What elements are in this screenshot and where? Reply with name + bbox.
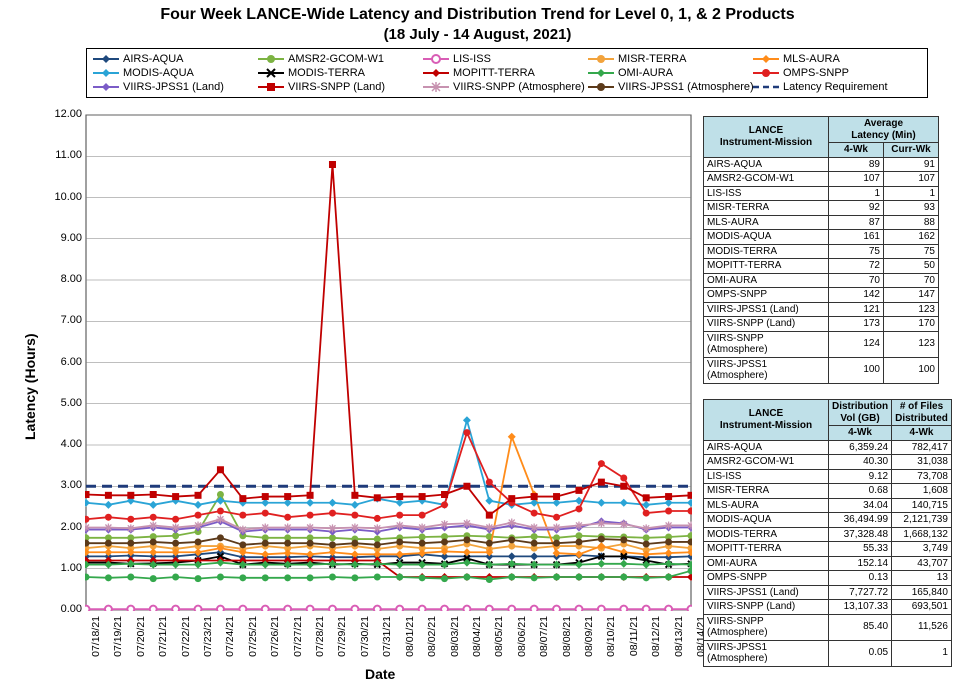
x-tick: 07/26/21: [269, 616, 281, 676]
table-row: MISR-TERRA9293: [704, 201, 939, 216]
x-tick: 08/10/21: [605, 616, 617, 676]
table-row: VIIRS-JPSS1 (Atmosphere)100100: [704, 357, 939, 383]
table-row: LIS-ISS11: [704, 186, 939, 201]
x-tick: 08/07/21: [538, 616, 550, 676]
x-tick: 08/04/21: [471, 616, 483, 676]
legend-item-vj-atm: VIIRS-JPSS1 (Atmosphere): [588, 80, 753, 94]
table-row: VIIRS-SNPP (Land)173170: [704, 317, 939, 332]
y-tick: 1.00: [61, 562, 82, 574]
x-tick: 08/08/21: [561, 616, 573, 676]
x-tick: 08/01/21: [404, 616, 416, 676]
x-tick: 07/27/21: [292, 616, 304, 676]
legend-item-vj-land: VIIRS-JPSS1 (Land): [93, 80, 258, 94]
table-row: VIIRS-SNPP (Land)13,107.33693,501: [704, 600, 952, 615]
y-tick: 2.00: [61, 521, 82, 533]
table-row: LIS-ISS9.1273,708: [704, 469, 952, 484]
table-row: VIIRS-JPSS1 (Land)7,727.72165,840: [704, 585, 952, 600]
table-row: VIIRS-JPSS1 (Land)121123: [704, 302, 939, 317]
y-tick: 8.00: [61, 273, 82, 285]
table-row: MODIS-TERRA37,328.481,668,132: [704, 527, 952, 542]
legend-item-mls: MLS-AURA: [753, 52, 918, 66]
legend-item-mopitt: MOPITT-TERRA: [423, 66, 588, 80]
table-row: VIIRS-JPSS1 (Atmosphere)0.051: [704, 640, 952, 666]
chart-legend: AIRS-AQUAAMSR2-GCOM-W1LIS-ISSMISR-TERRAM…: [86, 48, 928, 98]
x-tick: 08/03/21: [449, 616, 461, 676]
x-tick: 08/11/21: [628, 616, 640, 676]
x-tick: 07/24/21: [224, 616, 236, 676]
x-tick: 07/31/21: [381, 616, 393, 676]
y-tick: 6.00: [61, 356, 82, 368]
x-tick: 07/25/21: [247, 616, 259, 676]
table-row: MODIS-TERRA7575: [704, 244, 939, 259]
legend-item-airs-aqua: AIRS-AQUA: [93, 52, 258, 66]
table-row: VIIRS-SNPP (Atmosphere)85.4011,526: [704, 614, 952, 640]
table-row: MODIS-AQUA161162: [704, 230, 939, 245]
table-row: OMPS-SNPP142147: [704, 288, 939, 303]
y-tick: 3.00: [61, 479, 82, 491]
legend-item-omps: OMPS-SNPP: [753, 66, 918, 80]
table-row: OMI-AURA152.1443,707: [704, 556, 952, 571]
legend-item-modis-terra: MODIS-TERRA: [258, 66, 423, 80]
y-tick: 0.00: [61, 603, 82, 615]
x-tick: 07/30/21: [359, 616, 371, 676]
x-tick: 07/28/21: [314, 616, 326, 676]
y-tick: 9.00: [61, 232, 82, 244]
table-row: MLS-AURA8788: [704, 215, 939, 230]
table-row: AMSR2-GCOM-W1107107: [704, 172, 939, 187]
table-row: OMPS-SNPP0.1313: [704, 571, 952, 586]
y-tick: 10.00: [54, 191, 82, 203]
latency-table: LANCEInstrument-MissionAverageLatency (M…: [703, 116, 939, 384]
x-tick: 08/12/21: [650, 616, 662, 676]
table-row: MOPITT-TERRA55.333,749: [704, 542, 952, 557]
legend-item-vsn-atm: VIIRS-SNPP (Atmosphere): [423, 80, 588, 94]
y-axis-label: Latency (Hours): [22, 333, 38, 440]
x-tick: 07/23/21: [202, 616, 214, 676]
legend-item-vsn-land: VIIRS-SNPP (Land): [258, 80, 423, 94]
x-tick: 08/09/21: [583, 616, 595, 676]
x-tick: 08/02/21: [426, 616, 438, 676]
legend-item-misr: MISR-TERRA: [588, 52, 753, 66]
x-tick: 08/13/21: [673, 616, 685, 676]
y-tick: 7.00: [61, 314, 82, 326]
table-row: MISR-TERRA0.681,608: [704, 484, 952, 499]
x-tick: 08/06/21: [516, 616, 528, 676]
table-row: MODIS-AQUA36,494.992,121,739: [704, 513, 952, 528]
distribution-table: LANCEInstrument-MissionDistributionVol (…: [703, 399, 952, 667]
table-row: MLS-AURA34.04140,715: [704, 498, 952, 513]
x-tick: 07/21/21: [157, 616, 169, 676]
x-tick: 08/05/21: [493, 616, 505, 676]
table-row: AIRS-AQUA6,359.24782,417: [704, 440, 952, 455]
x-tick: 07/29/21: [336, 616, 348, 676]
legend-item-latency-req: Latency Requirement: [753, 80, 918, 94]
table-row: AMSR2-GCOM-W140.3031,038: [704, 455, 952, 470]
x-tick: 07/22/21: [180, 616, 192, 676]
y-tick: 11.00: [55, 149, 82, 161]
legend-item-amsr2: AMSR2-GCOM-W1: [258, 52, 423, 66]
table-row: MOPITT-TERRA7250: [704, 259, 939, 274]
legend-item-omi: OMI-AURA: [588, 66, 753, 80]
legend-item-lis-iss: LIS-ISS: [423, 52, 588, 66]
x-tick: 07/19/21: [112, 616, 124, 676]
y-tick: 5.00: [61, 397, 82, 409]
page-title: Four Week LANCE-Wide Latency and Distrib…: [0, 6, 955, 24]
latency-chart: [85, 114, 692, 611]
x-tick: 07/18/21: [90, 616, 102, 676]
page-subtitle: (18 July - 14 August, 2021): [0, 26, 955, 43]
table-row: AIRS-AQUA8991: [704, 157, 939, 172]
table-row: OMI-AURA7070: [704, 273, 939, 288]
table-row: VIIRS-SNPP (Atmosphere)124123: [704, 331, 939, 357]
y-tick: 4.00: [61, 438, 82, 450]
legend-item-modis-aqua: MODIS-AQUA: [93, 66, 258, 80]
y-tick: 12.00: [54, 108, 82, 120]
x-tick: 07/20/21: [135, 616, 147, 676]
